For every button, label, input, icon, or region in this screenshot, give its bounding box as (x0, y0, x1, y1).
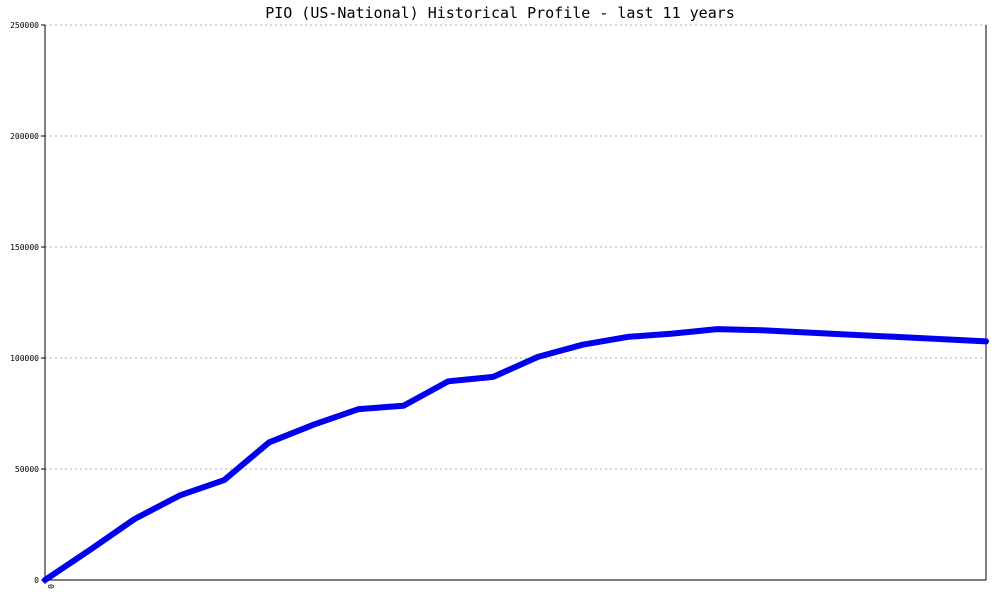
y-tick-labels: 0 50000 100000 150000 200000 250000 (10, 21, 39, 585)
data-point (178, 495, 180, 497)
x-tick-labels: 0 (46, 584, 55, 589)
y-tick-label: 150000 (10, 243, 39, 252)
data-point (402, 405, 404, 407)
axes (41, 24, 987, 584)
data-point (940, 338, 942, 340)
x-tick-label: 0 (46, 584, 55, 589)
chart-title: PIO (US-National) Historical Profile - l… (265, 4, 735, 22)
y-tick-label: 0 (34, 576, 39, 585)
data-point (716, 328, 718, 330)
series-layer (42, 326, 989, 583)
data-point (895, 336, 897, 338)
grid-lines (45, 24, 986, 470)
y-tick-label: 100000 (10, 354, 39, 363)
data-point (313, 424, 315, 426)
y-tick-label: 250000 (10, 21, 39, 30)
data-point (985, 340, 987, 342)
series-line (42, 326, 989, 583)
data-point (358, 408, 360, 410)
data-point (806, 331, 808, 333)
data-point (447, 380, 449, 382)
data-point (268, 441, 270, 443)
data-point (627, 336, 629, 338)
y-tick-label: 200000 (10, 132, 39, 141)
data-point (44, 579, 46, 581)
data-point (223, 479, 225, 481)
data-point (492, 376, 494, 378)
data-point (134, 518, 136, 520)
data-point (671, 333, 673, 335)
data-point (89, 549, 91, 551)
data-point (582, 344, 584, 346)
y-tick-label: 50000 (15, 465, 39, 474)
data-point (537, 356, 539, 358)
data-point (851, 334, 853, 336)
data-point (761, 329, 763, 331)
